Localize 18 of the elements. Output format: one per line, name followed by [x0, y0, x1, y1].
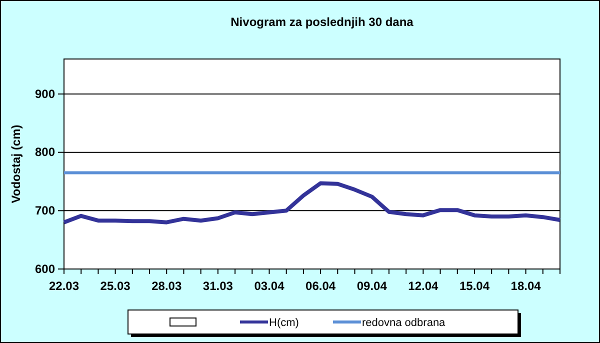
y-tick-label: 700 [34, 204, 56, 218]
x-tick-label: 28.03 [152, 279, 182, 294]
legend-label: redovna odbrana [362, 317, 446, 329]
x-tick-label: 12.04 [408, 279, 439, 294]
y-tick-label: 600 [34, 262, 56, 276]
y-axis-title: Vodostaj (cm) [9, 124, 23, 204]
x-tick-label: 03.04 [254, 279, 285, 294]
x-tick-label: 09.04 [356, 279, 388, 294]
x-tick-label: 18.04 [510, 279, 542, 294]
x-tick-label: 15.04 [459, 279, 490, 294]
y-tick-label: 800 [34, 145, 56, 160]
x-tick-label: 06.04 [306, 279, 336, 294]
y-tick-label: 900 [34, 86, 56, 101]
legend-label: H(cm) [269, 317, 299, 329]
x-tick-label: 25.03 [100, 279, 131, 294]
x-tick-label: 31.03 [202, 279, 234, 294]
chart-title: Nivogram za poslednjih 30 dana [230, 15, 414, 29]
x-tick-label: 22.03 [48, 279, 80, 294]
